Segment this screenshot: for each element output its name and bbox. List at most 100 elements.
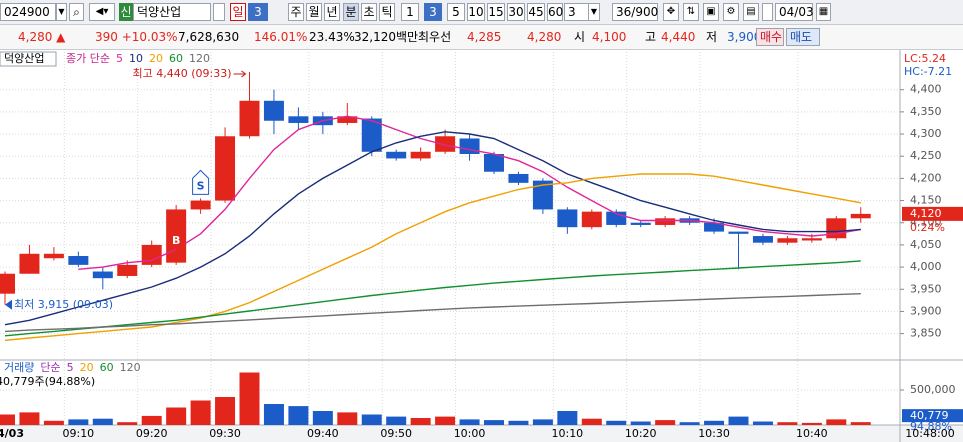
volume-bar xyxy=(239,372,260,425)
x-tick-label: 10:10 xyxy=(551,427,583,440)
settings-button[interactable]: ⚙ xyxy=(723,3,739,21)
legend-label: 종가 단순 xyxy=(66,52,110,65)
x-tick-label: 4/03 xyxy=(0,427,24,440)
sell-button[interactable]: 매도 xyxy=(786,28,820,46)
volume-bar xyxy=(215,397,236,425)
period-button[interactable]: 60 xyxy=(547,3,564,21)
period-button[interactable]: 30 xyxy=(507,3,525,21)
candle-body xyxy=(92,271,113,279)
period-button[interactable]: 틱 xyxy=(379,3,395,21)
period-button[interactable]: 년 xyxy=(324,3,340,21)
period-button[interactable]: 월 xyxy=(306,3,322,21)
dropdown[interactable]: ▼ xyxy=(588,3,600,21)
volume-bar xyxy=(141,415,162,425)
candle-body xyxy=(655,218,676,225)
y-tick-label: 4,350 xyxy=(910,105,942,118)
toolbar: 024900 ▼ ⌕ ◀▾ 신 덕양산업 일 3 주 월 년 분 초 틱 1 3 5 10 15 30 45… xyxy=(0,0,963,25)
amount: 32,120백만 xyxy=(354,30,419,44)
volume-bar xyxy=(679,422,700,425)
x-tick-label: 09:40 xyxy=(307,427,339,440)
period-button[interactable]: 초 xyxy=(361,3,377,21)
volume-bar xyxy=(361,414,382,425)
check[interactable] xyxy=(213,3,225,21)
date-input[interactable]: 04/03 xyxy=(775,3,814,21)
period-button[interactable]: 3 xyxy=(424,3,442,21)
low-annotation: 최저 3,915 (09:03) xyxy=(14,298,113,311)
legend-entry: 10 xyxy=(129,52,143,65)
legend-label: 단순 xyxy=(40,361,60,374)
volume-bar xyxy=(728,416,749,425)
x-tick-label: 09:30 xyxy=(209,427,241,440)
tool-button[interactable]: ⇅ xyxy=(683,3,699,21)
period-button[interactable]: 45 xyxy=(527,3,545,21)
x-tick-label: 09:20 xyxy=(136,427,168,440)
ratio: 23.43% xyxy=(309,30,355,44)
candle-body xyxy=(288,116,309,123)
candle-body xyxy=(410,151,431,159)
volume-bar xyxy=(386,416,407,425)
dropdown[interactable]: ▼ xyxy=(56,3,67,21)
signal-label: S xyxy=(197,179,205,192)
moving-average-line xyxy=(78,115,861,270)
candle-body xyxy=(386,151,407,159)
arrow xyxy=(233,70,247,78)
volume-bar xyxy=(190,400,211,425)
candle-body xyxy=(801,238,822,241)
period-button[interactable]: 15 xyxy=(487,3,505,21)
calendar-button[interactable]: ▦ xyxy=(816,3,831,21)
volume-bar xyxy=(777,422,798,425)
sound-button[interactable]: ◀▾ xyxy=(89,3,115,21)
y-tick-label: 3,850 xyxy=(910,327,942,340)
period-button[interactable]: 주 xyxy=(288,3,304,21)
volume-legend: 거래량 단순 5 20 60 120 xyxy=(4,361,141,374)
period-button[interactable]: 3 xyxy=(248,3,268,21)
moving-average-line xyxy=(4,293,861,333)
candle-body xyxy=(484,154,504,172)
x-tick-label: 10:00 xyxy=(454,427,486,440)
range-input[interactable]: 36/900 xyxy=(612,3,658,21)
candle-body xyxy=(630,222,651,225)
candle-body xyxy=(752,236,773,243)
high: 4,440 xyxy=(661,30,696,44)
candle-body xyxy=(68,256,89,265)
period-button[interactable]: 분 xyxy=(343,3,359,21)
volume-bar xyxy=(557,411,578,425)
label: 최우선 xyxy=(418,30,452,44)
chart-title: 덕양산업 xyxy=(4,52,44,65)
period-button[interactable]: 일 xyxy=(230,3,246,21)
y-tick-label: 4,000 xyxy=(910,260,942,273)
volume-bar xyxy=(850,422,871,425)
volume-bar xyxy=(410,418,431,425)
tool-button[interactable]: ✥ xyxy=(663,3,679,21)
buy-button[interactable]: 매수 xyxy=(756,28,784,46)
legend-entry: 120 xyxy=(120,361,141,374)
legend-entry: 120 xyxy=(189,52,210,65)
candle-body xyxy=(263,100,284,121)
y-tick-label: 4,300 xyxy=(910,127,942,140)
volume-bar xyxy=(801,422,822,425)
volume-bar xyxy=(337,412,358,425)
candle-body xyxy=(728,231,749,234)
tool-button[interactable]: ▤ xyxy=(743,3,759,21)
y-tick-label: 3,950 xyxy=(910,282,942,295)
end-time: 10:48:00 xyxy=(905,427,954,440)
period-button[interactable]: 1 xyxy=(401,3,419,21)
y-tick-label: 4,150 xyxy=(910,194,942,207)
price: 4,280 ▲ xyxy=(18,30,66,44)
x-tick-label: 09:50 xyxy=(380,427,412,440)
quote-bar: 4,280 ▲ 390 +10.03% 7,628,630 146.01% 23… xyxy=(0,25,963,50)
candle-body xyxy=(239,100,260,137)
save-button[interactable]: ▣ xyxy=(703,3,719,21)
ask: 4,285 xyxy=(467,30,502,44)
code-input[interactable]: 024900 xyxy=(0,3,56,21)
signal-marker xyxy=(167,224,185,250)
candle-body xyxy=(826,218,847,239)
volume-bar xyxy=(19,412,40,425)
checkbox[interactable] xyxy=(762,3,773,21)
volume-bar xyxy=(263,404,284,425)
period-button[interactable]: 5 xyxy=(447,3,465,21)
volume-bar xyxy=(166,407,187,425)
period-button[interactable]: 10 xyxy=(467,3,485,21)
search-button[interactable]: ⌕ xyxy=(69,3,84,21)
